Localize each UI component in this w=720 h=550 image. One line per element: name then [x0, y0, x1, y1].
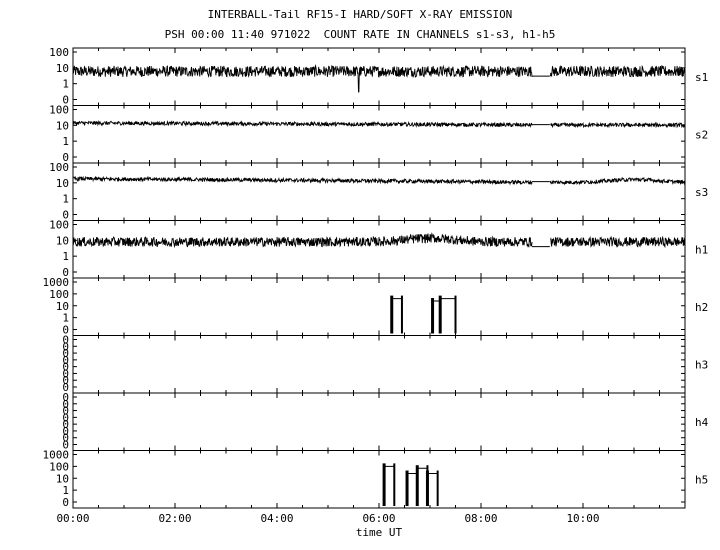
step-segment-h5: [426, 473, 439, 506]
y-tick-label-h5: 1000: [43, 449, 70, 462]
series-line-s2: [72, 119, 686, 129]
panel-frame-h4: [72, 392, 686, 451]
y-tick-label-h1: 0: [62, 266, 69, 279]
y-tick-label-h5: 100: [49, 460, 69, 473]
y-tick-label-h3: 0: [62, 374, 69, 387]
y-tick-label-h5: 0: [62, 496, 69, 509]
y-tick-label-h3: 0: [62, 367, 69, 380]
y-tick-label-h3: 0: [62, 354, 69, 367]
chart-title: INTERBALL-Tail RF15-I HARD/SOFT X-RAY EM…: [207, 8, 513, 21]
y-tick-label-h4: 0: [62, 391, 69, 404]
y-tick-label-h1: 1: [62, 250, 69, 263]
panel-frame-s3: [72, 162, 686, 221]
series-line-s3: [72, 175, 686, 186]
channel-label-h5: h5: [695, 473, 708, 486]
series-line-s1: [72, 64, 686, 93]
y-tick-label-h4: 0: [62, 411, 69, 424]
x-axis-label: time UT: [356, 526, 403, 539]
channel-label-s3: s3: [695, 186, 708, 199]
step-segment-h5: [416, 467, 428, 506]
y-tick-label-h3: 0: [62, 334, 69, 347]
series-line-h1: [72, 232, 686, 249]
y-tick-label-h5: 10: [56, 472, 69, 485]
channel-label-s1: s1: [695, 71, 708, 84]
y-tick-label-s3: 100: [49, 161, 69, 174]
y-tick-label-h2: 10: [56, 300, 69, 313]
y-tick-label-h3: 0: [62, 381, 69, 394]
y-tick-label-h4: 0: [62, 425, 69, 438]
y-tick-label-h4: 0: [62, 432, 69, 445]
y-tick-label-h2: 1000: [43, 276, 70, 289]
step-segment-h2: [391, 298, 403, 334]
y-tick-label-s2: 10: [56, 119, 69, 132]
y-tick-label-h3: 0: [62, 361, 69, 374]
panel-frame-h5: [72, 450, 686, 509]
y-tick-label-h4: 0: [62, 398, 69, 411]
x-tick-label: 00:00: [56, 512, 89, 525]
y-tick-label-h1: 100: [49, 219, 69, 232]
y-tick-label-s3: 0: [62, 209, 69, 222]
y-tick-label-s2: 0: [62, 151, 69, 164]
y-tick-label-h4: 0: [62, 418, 69, 431]
channel-label-s2: s2: [695, 128, 708, 141]
y-tick-label-s1: 1: [62, 78, 69, 91]
panel-frame-h1: [72, 220, 686, 279]
y-tick-label-s2: 100: [49, 104, 69, 117]
channel-label-h2: h2: [695, 301, 708, 314]
step-segment-h5: [406, 473, 418, 506]
x-tick-label: 04:00: [260, 512, 293, 525]
y-tick-label-h3: 0: [62, 340, 69, 353]
x-tick-label: 08:00: [464, 512, 497, 525]
channel-label-h1: h1: [695, 243, 708, 256]
y-tick-label-s3: 1: [62, 193, 69, 206]
y-tick-label-s1: 10: [56, 62, 69, 75]
y-tick-label-h4: 0: [62, 439, 69, 452]
y-tick-label-h5: 1: [62, 484, 69, 497]
y-tick-label-s2: 1: [62, 135, 69, 148]
chart-subtitle: PSH 00:00 11:40 971022 COUNT RATE IN CHA…: [164, 28, 556, 41]
channel-label-h3: h3: [695, 358, 708, 371]
panel-frame-h2: [72, 277, 686, 336]
y-tick-label-s1: 0: [62, 94, 69, 107]
y-tick-label-h2: 0: [62, 324, 69, 337]
x-tick-label: 02:00: [158, 512, 191, 525]
y-tick-label-h2: 100: [49, 288, 69, 301]
channel-label-h4: h4: [695, 416, 709, 429]
y-tick-label-s3: 10: [56, 177, 69, 190]
step-segment-h5: [383, 465, 395, 506]
panel-frame-s2: [72, 105, 686, 164]
y-tick-label-h3: 0: [62, 347, 69, 360]
y-tick-label-h4: 0: [62, 405, 69, 418]
x-tick-label: 06:00: [362, 512, 395, 525]
x-tick-label: 10:00: [566, 512, 599, 525]
y-tick-label-h2: 1: [62, 312, 69, 325]
step-segment-h2: [439, 298, 456, 334]
panel-frame-h3: [72, 335, 686, 394]
y-tick-label-s1: 100: [49, 46, 69, 59]
y-tick-label-h1: 10: [56, 234, 69, 247]
